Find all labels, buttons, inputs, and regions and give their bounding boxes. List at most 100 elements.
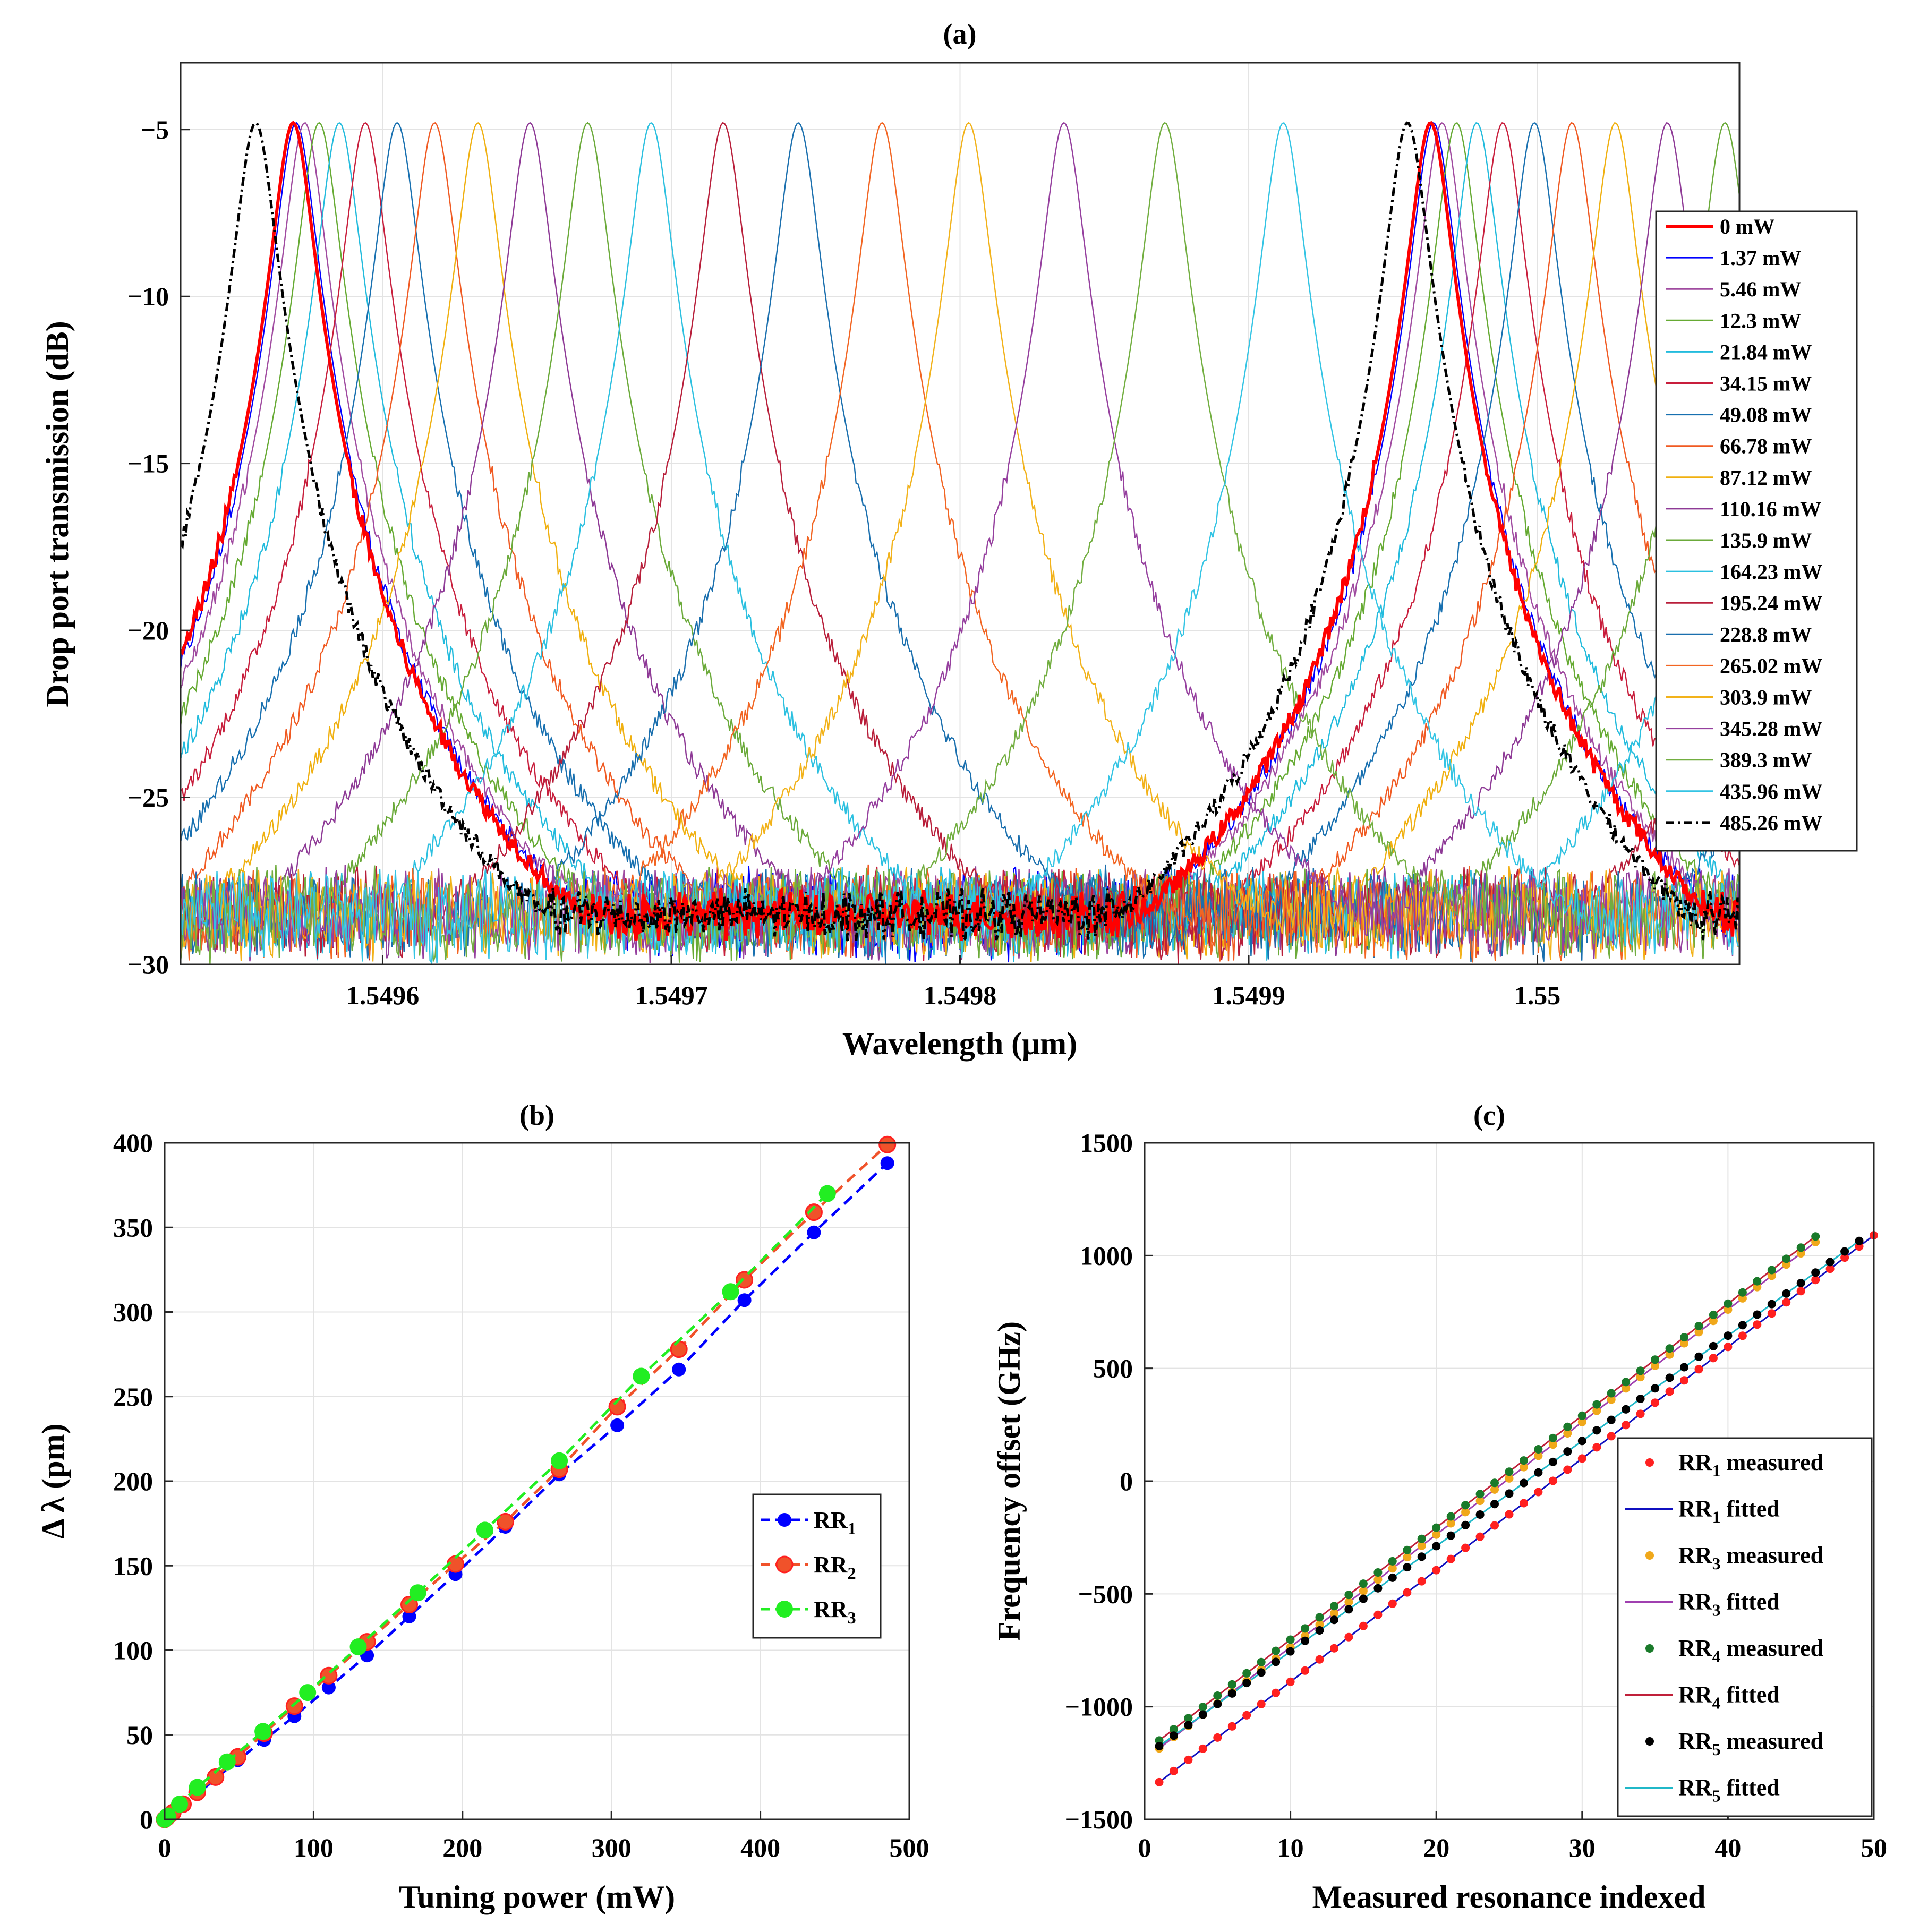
panel-c-legend-label: RR3 fitted [1678, 1589, 1780, 1620]
panel-a-legend-label: 265.02 mW [1720, 654, 1822, 678]
panel-c-data-point [1359, 1621, 1368, 1630]
panel-c-data-point [1213, 1691, 1222, 1700]
panel-a-series-line [181, 122, 1739, 962]
panel-b-legend-subscript: 1 [848, 1519, 856, 1538]
panel-c-legend-subscript: 3 [1712, 1554, 1721, 1573]
panel-b-data-point [254, 1723, 272, 1740]
panel-c-legend-name: RR [1678, 1635, 1713, 1661]
panel-c-data-point [1622, 1405, 1631, 1414]
panel-c-data-point [1607, 1432, 1616, 1441]
panel-c-data-point [1446, 1554, 1455, 1563]
panel-c-data-point [1680, 1333, 1688, 1342]
panel-c-data-point [1286, 1635, 1295, 1644]
panel-c-data-point [1315, 1613, 1324, 1622]
panel-a-legend-label: 435.96 mW [1720, 780, 1822, 803]
panel-c-data-point [1796, 1279, 1805, 1287]
panel-c-data-point [1607, 1395, 1616, 1404]
panel-a-legend-box [1655, 210, 1858, 852]
panel-c-legend-name: RR [1678, 1775, 1713, 1801]
panel-c-data-point [1490, 1521, 1499, 1530]
panel-c-data-point [1227, 1680, 1236, 1689]
panel-c-data-point [1388, 1564, 1397, 1573]
panel-c-data-point [1811, 1276, 1820, 1285]
panel-c-data-point [1301, 1624, 1310, 1633]
panel-c-data-point [1432, 1542, 1441, 1551]
panel-b-data-point [171, 1796, 188, 1813]
panel-c-ytick-label: 1000 [1080, 1241, 1133, 1270]
panel-c-data-point [1548, 1476, 1557, 1485]
panel-c-data-point [1388, 1573, 1397, 1582]
panel-c-data-point [1301, 1636, 1310, 1645]
panel-b-data-point [400, 1596, 418, 1613]
panel-c-data-point [1169, 1766, 1178, 1775]
panel-a-title: (a) [943, 18, 977, 50]
panel-c-legend-suffix: measured [1721, 1728, 1824, 1754]
panel-c-data-point [1315, 1655, 1324, 1664]
panel-c-data-point [1622, 1421, 1631, 1430]
panel-c-ytick-label: −1500 [1065, 1805, 1133, 1834]
panel-c-data-point [1461, 1501, 1470, 1510]
panel-c-data-point [1709, 1354, 1718, 1363]
panel-c-data-point [1767, 1266, 1776, 1275]
panel-c-data-point [1636, 1409, 1645, 1418]
panel-c-data-point [1373, 1575, 1383, 1584]
panel-c-data-point [1257, 1699, 1266, 1708]
panel-b-data-point [349, 1638, 367, 1656]
panel-b-legend-marker [775, 1555, 794, 1574]
panel-b-data-point [409, 1584, 426, 1602]
panel-c-ticks: 0 10 20 30 40 50 −1500 −1000 −500 0 500 1000 1500 [1065, 1128, 1888, 1862]
panel-c-data-point [1622, 1384, 1631, 1393]
panel-c-xtick-label: 20 [1423, 1833, 1449, 1862]
panel-b-data-point [807, 1225, 821, 1239]
panel-c-data-point [1840, 1253, 1849, 1262]
panel-b-legend-subscript: 2 [848, 1563, 856, 1583]
panel-a-legend: 0 mW 1.37 mW 5.46 mW 12.3 mW 21.84 mW 34.15 m… [1655, 210, 1858, 852]
panel-c-legend-suffix: measured [1721, 1635, 1824, 1661]
panel-c-data-point [1155, 1742, 1164, 1750]
panel-c-legend-suffix: fitted [1721, 1589, 1780, 1615]
panel-c-legend-label: RR5 fitted [1678, 1775, 1780, 1806]
panel-b-xtick-label: 0 [158, 1833, 172, 1862]
panel-a-legend-label: 303.9 mW [1720, 686, 1812, 709]
panel-c-data-point [1534, 1488, 1543, 1497]
panel-c-data-point [1563, 1465, 1572, 1474]
panel-c-data-point [1505, 1510, 1514, 1519]
panel-c-data-point [1417, 1552, 1426, 1561]
panel-c-data-point [1577, 1411, 1586, 1420]
panel-c-xtick-label: 10 [1277, 1833, 1304, 1862]
panel-c-data-point [1344, 1632, 1353, 1642]
panel-c-data-point [1257, 1657, 1266, 1666]
panel-a-legend-label: 164.23 mW [1720, 560, 1822, 584]
panel-c-data-point [1636, 1395, 1645, 1403]
panel-c-legend-subscript: 1 [1712, 1508, 1721, 1527]
panel-b-data-point [321, 1680, 336, 1695]
panel-c-data-point [1373, 1568, 1383, 1577]
panel-c-data-point [1694, 1365, 1703, 1374]
panel-c-legend-subscript: 1 [1712, 1461, 1721, 1480]
panel-c-data-point [1782, 1298, 1791, 1307]
panel-c-legend-suffix: fitted [1721, 1682, 1780, 1708]
panel-c-data-point [1709, 1341, 1718, 1350]
panel-c-data-point [1432, 1530, 1441, 1539]
panel-b-xtick-label: 200 [442, 1833, 482, 1862]
panel-c-data-point [1403, 1588, 1412, 1597]
panel-a-legend-label: 0 mW [1720, 215, 1774, 238]
panel-a-legend-label: 228.8 mW [1720, 622, 1812, 646]
panel-c-data-point [1169, 1731, 1178, 1740]
panel-c-data-point [1796, 1243, 1805, 1252]
panel-c-data-point [1373, 1584, 1383, 1593]
panel-b-data-point [402, 1609, 416, 1623]
panel-b-legend-marker [776, 1601, 793, 1618]
panel-c-data-point [1577, 1437, 1586, 1446]
panel-a-legend-label: 1.37 mW [1720, 246, 1801, 270]
panel-c-xtick-label: 0 [1138, 1833, 1151, 1862]
panel-b-data-point [880, 1156, 894, 1170]
panel-a-series-line [181, 122, 1739, 961]
panel-c-data-point [1475, 1497, 1485, 1506]
panel-c-data-point [1301, 1666, 1310, 1675]
panel-c-data-point [1607, 1415, 1616, 1424]
panel-b-data-point [633, 1367, 650, 1385]
panel-c-data-point [1272, 1646, 1281, 1655]
panel-c-data-point [1753, 1320, 1762, 1329]
